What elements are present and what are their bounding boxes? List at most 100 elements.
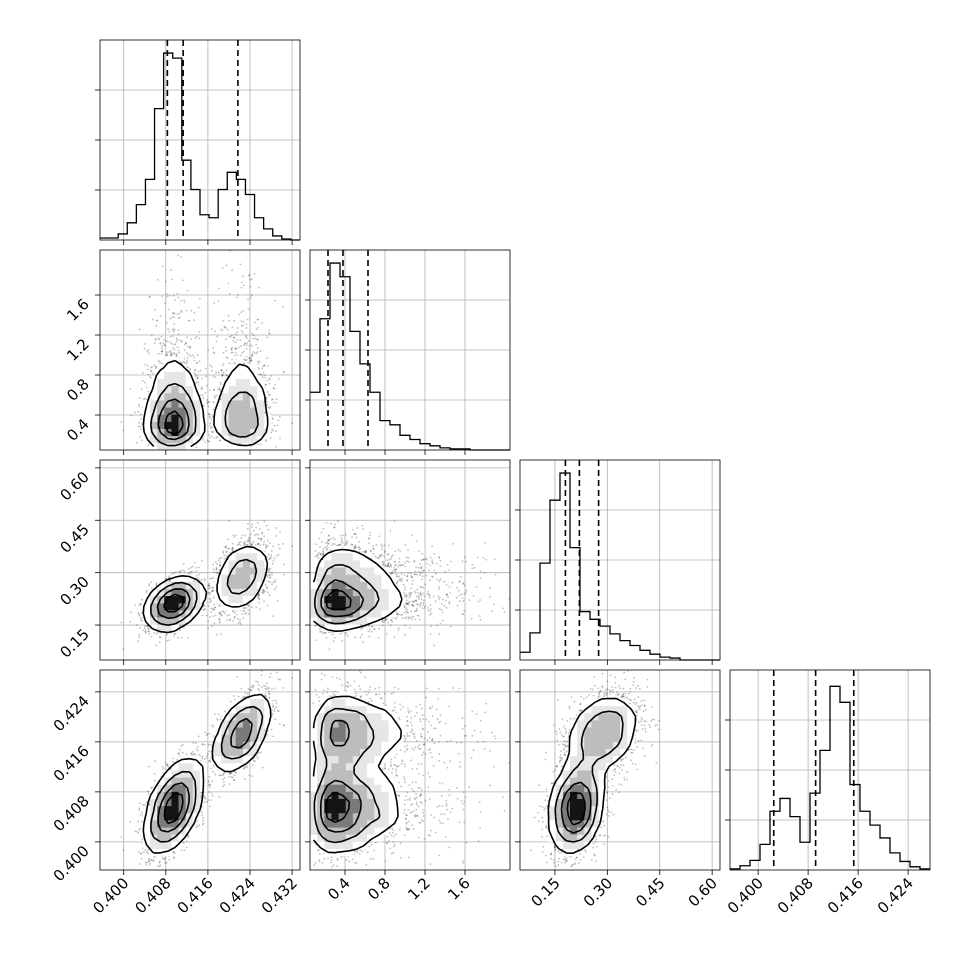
scatter-point (546, 835, 549, 838)
scatter-point (218, 621, 221, 624)
scatter-point (268, 574, 271, 577)
scatter-point (164, 861, 167, 864)
scatter-point (361, 850, 364, 852)
scatter-point (403, 834, 406, 837)
scatter-point (216, 572, 219, 574)
scatter-point (212, 764, 215, 767)
scatter-point (414, 815, 417, 818)
scatter-point (444, 570, 447, 573)
scatter-point (333, 538, 336, 541)
density-cell (381, 777, 389, 785)
scatter-point (619, 687, 622, 690)
scatter-point (147, 790, 149, 793)
density-cell (374, 712, 382, 721)
density-cell (310, 595, 318, 604)
scatter-point (459, 575, 462, 578)
scatter-point (344, 631, 347, 634)
scatter-point (634, 710, 637, 713)
scatter-point (198, 566, 200, 569)
scatter-point (138, 604, 141, 606)
scatter-point (430, 829, 432, 832)
density-cell (331, 720, 339, 728)
density-cell (242, 698, 251, 707)
scatter-point (594, 854, 596, 857)
density-cell (171, 581, 179, 589)
scatter-point (389, 572, 392, 575)
scatter-point (144, 630, 147, 633)
scatter-point (318, 700, 321, 702)
scatter-point (261, 591, 264, 594)
scatter-point (164, 344, 166, 347)
scatter-point (208, 582, 211, 585)
scatter-point (369, 857, 372, 860)
scatter-point (608, 797, 611, 800)
scatter-point (405, 821, 408, 824)
contour-line (547, 697, 637, 854)
scatter-point (468, 599, 471, 601)
density-cell (367, 798, 375, 807)
scatter-point (263, 600, 266, 603)
scatter-point (147, 625, 149, 628)
scatter-point (425, 574, 428, 577)
scatter-point (262, 590, 265, 593)
scatter-point (272, 705, 274, 708)
density-cell (591, 748, 599, 757)
scatter-point (445, 584, 448, 586)
scatter-point (604, 688, 607, 691)
scatter-point (178, 570, 181, 573)
scatter-point (159, 636, 162, 639)
density-cell (570, 798, 578, 807)
density-cell (150, 617, 158, 625)
scatter-point (406, 828, 409, 831)
scatter-point (257, 681, 259, 683)
scatter-point (396, 765, 398, 768)
scatter-point (328, 538, 331, 541)
scatter-point (444, 722, 447, 725)
density-cell (157, 400, 165, 408)
scatter-point (202, 822, 205, 825)
density-cell (228, 378, 237, 387)
density-cell (584, 705, 592, 714)
scatter-point (389, 564, 392, 567)
density-cell (352, 574, 361, 582)
scatter-point (346, 681, 349, 683)
scatter-point (386, 559, 389, 562)
scatter-point (560, 750, 562, 753)
scatter-point (358, 670, 361, 672)
density-cell (228, 421, 237, 429)
scatter-point (341, 684, 344, 687)
density-cell (591, 762, 599, 771)
scatter-point (255, 526, 257, 529)
density-cell (352, 727, 361, 735)
scatter-point (573, 862, 576, 864)
scatter-point (271, 398, 273, 401)
density-cell (214, 421, 222, 429)
scatter-point (272, 735, 275, 738)
scatter-point (403, 604, 405, 607)
density-cell (324, 624, 332, 632)
scatter-point (414, 570, 417, 573)
density-cell (620, 705, 628, 714)
scatter-point (493, 603, 495, 606)
scatter-point (405, 616, 407, 619)
density-cell (324, 841, 332, 849)
scatter-point (592, 842, 595, 845)
scatter-point (238, 313, 241, 316)
scatter-point (464, 735, 466, 737)
contour-line (156, 588, 191, 620)
scatter-point (339, 632, 342, 635)
scatter-point (410, 534, 413, 537)
scatter-point (372, 552, 375, 555)
scatter-point (212, 401, 215, 404)
density-cell (235, 762, 244, 771)
scatter-point (399, 856, 402, 859)
scatter-point (192, 565, 194, 568)
density-cell (555, 784, 564, 792)
scatter-point (603, 693, 606, 695)
scatter-point (262, 371, 265, 374)
scatter-point (373, 628, 376, 631)
density-cell (562, 841, 571, 849)
scatter-point (195, 570, 198, 573)
scatter-point (217, 388, 219, 391)
scatter-point (389, 624, 392, 627)
